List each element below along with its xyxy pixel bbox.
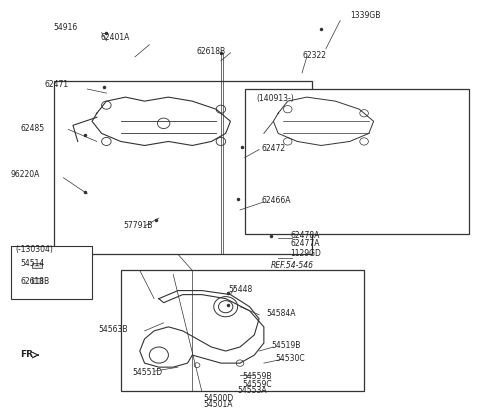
Text: 62472: 62472 [262,144,286,153]
Bar [33,279,42,283]
Text: 54559C: 54559C [242,379,272,388]
Bar [120,271,364,391]
Bar [54,82,312,255]
Text: 54559B: 54559B [242,371,272,380]
Text: 54501A: 54501A [204,398,233,407]
Bar [11,247,92,299]
Text: (140913-): (140913-) [257,93,294,102]
Text: 1339GB: 1339GB [350,11,380,20]
Text: 62466A: 62466A [262,196,291,205]
Text: 54519B: 54519B [271,341,300,350]
Text: 62322: 62322 [302,51,326,60]
Text: 57791B: 57791B [123,220,153,229]
Text: 55448: 55448 [228,284,252,293]
Bar [33,263,42,269]
Text: 54530C: 54530C [276,353,305,362]
Text: 54500D: 54500D [204,393,234,402]
Text: 54563B: 54563B [98,325,128,334]
Text: 62485: 62485 [20,124,44,133]
Text: 62477A: 62477A [290,238,320,247]
Text: 54584A: 54584A [266,308,296,317]
Text: 54551D: 54551D [132,367,163,376]
Text: (-130304): (-130304) [16,244,54,253]
Text: 96220A: 96220A [10,170,39,179]
Text: 62618B: 62618B [196,47,226,56]
Text: 62618B: 62618B [21,276,49,285]
Text: 54553A: 54553A [238,385,267,394]
Text: REF.54-546: REF.54-546 [271,260,314,269]
Text: 62478A: 62478A [290,230,320,239]
Text: 1129GD: 1129GD [290,248,321,257]
Text: 62471: 62471 [44,79,68,88]
Text: 54514: 54514 [21,258,45,267]
Text: 62401A: 62401A [101,33,130,42]
Text: 54916: 54916 [53,23,78,32]
Bar [245,90,469,235]
Text: FR.: FR. [21,349,37,358]
